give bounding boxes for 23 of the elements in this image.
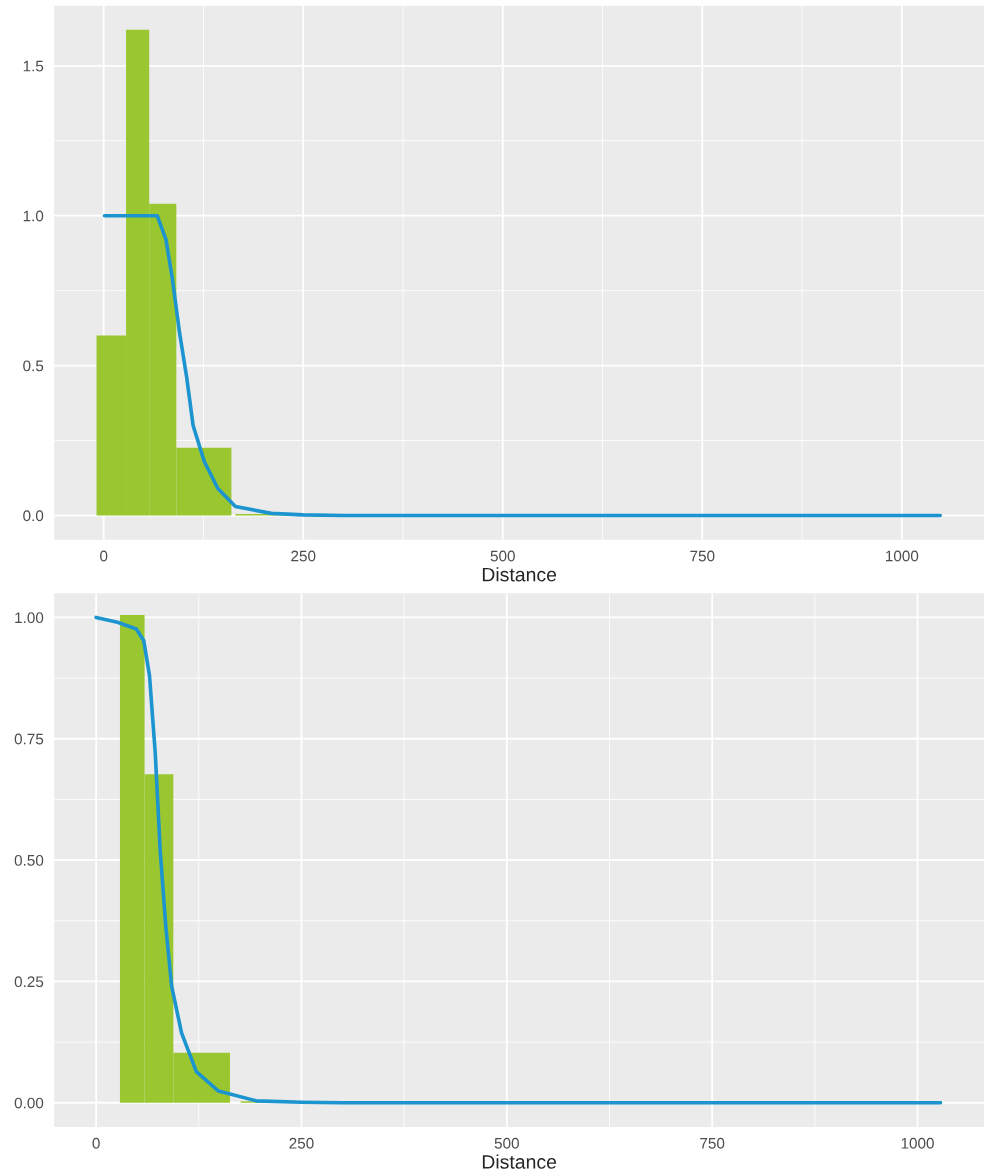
x-tick-label: 500 bbox=[494, 1137, 519, 1149]
line-series bbox=[102, 213, 942, 518]
x-axis-title: Distance bbox=[482, 1154, 557, 1169]
x-tick-label: 500 bbox=[490, 550, 515, 562]
y-tick-label: 0.00 bbox=[14, 1097, 44, 1109]
y-tick-label: 0.5 bbox=[23, 360, 44, 372]
y-tick-label: 1.00 bbox=[15, 612, 44, 624]
y-tick-label: 0.75 bbox=[14, 733, 44, 745]
y-tick-label: 1.5 bbox=[23, 60, 44, 72]
x-tick-label: 250 bbox=[291, 550, 316, 562]
x-tick-label: 750 bbox=[690, 550, 715, 562]
y-tick-label: 0.25 bbox=[14, 976, 44, 988]
y-tick-label: 1.0 bbox=[23, 210, 44, 222]
y-tick-label: 0.0 bbox=[23, 510, 44, 522]
x-axis-title: Distance bbox=[482, 567, 557, 582]
line-series bbox=[94, 615, 943, 1105]
x-tick-label: 250 bbox=[289, 1137, 314, 1149]
x-tick-label: 0 bbox=[92, 1137, 100, 1149]
x-tick-label: 0 bbox=[100, 550, 108, 562]
x-tick-label: 750 bbox=[700, 1137, 725, 1149]
x-tick-label: 1000 bbox=[886, 550, 919, 562]
y-tick-label: 0.50 bbox=[14, 854, 44, 866]
x-tick-label: 1000 bbox=[901, 1137, 934, 1149]
